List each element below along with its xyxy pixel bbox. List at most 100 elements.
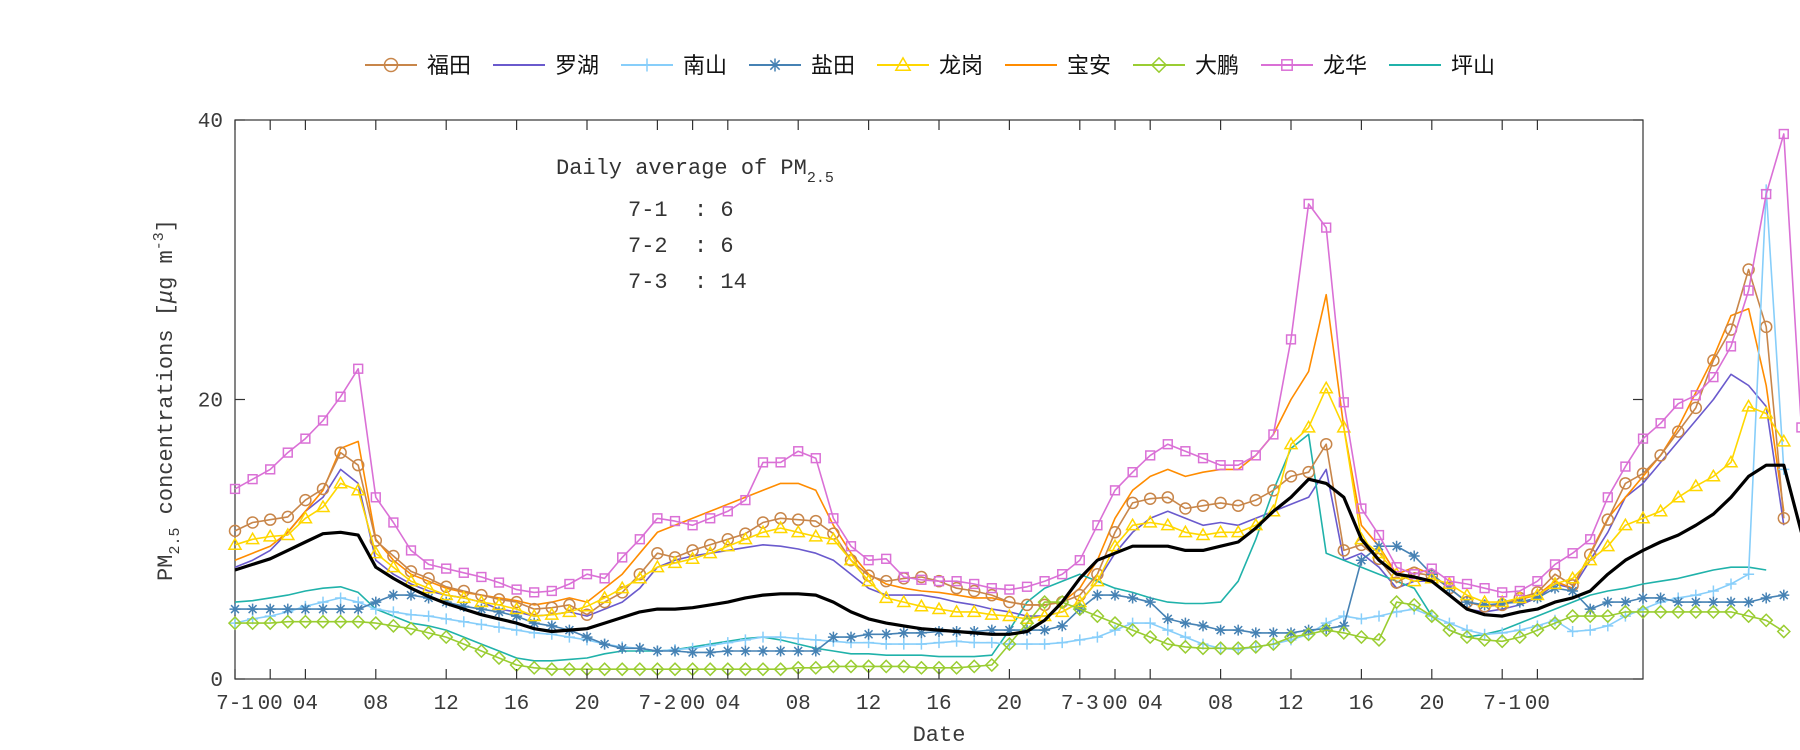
series-0-point <box>281 510 295 524</box>
series-7-point <box>1796 422 1800 433</box>
series-3-point <box>739 645 751 657</box>
series-3-point <box>511 610 523 622</box>
series-0-point <box>1143 492 1157 505</box>
series-3-point <box>352 603 364 615</box>
series-7-point <box>493 577 505 588</box>
legend-label: 南山 <box>683 54 727 79</box>
series-3-point <box>722 645 734 657</box>
series-line-6 <box>235 601 1785 671</box>
series-4-point <box>702 545 718 559</box>
series-4-point <box>755 524 771 538</box>
series-4-point <box>896 594 912 608</box>
series-3-point <box>986 624 998 636</box>
series-6-point <box>298 614 313 629</box>
series-7-point <box>317 415 329 426</box>
series-7-point <box>282 447 293 458</box>
series-2-point <box>1162 624 1174 636</box>
series-2-point <box>405 609 417 621</box>
legend-marker <box>1150 56 1168 74</box>
legend-marker <box>1281 59 1293 71</box>
legend-label: 龙华 <box>1323 54 1367 79</box>
series-6-point <box>1143 629 1158 645</box>
series-4-point <box>1406 573 1422 587</box>
series-3-point <box>704 646 716 658</box>
series-3-point <box>264 603 276 615</box>
series-0-point <box>1601 513 1615 526</box>
series-7-point <box>1074 555 1085 566</box>
series-4-point <box>562 604 577 618</box>
series-6-point <box>879 659 894 674</box>
series-0-point <box>915 570 928 584</box>
series-7-point <box>828 513 839 524</box>
series-3-point <box>599 638 611 650</box>
series-3-point <box>1408 550 1420 562</box>
series-0-point <box>351 458 365 472</box>
series-2-point <box>1373 610 1385 622</box>
series-6-point <box>1653 604 1668 620</box>
series-3-point <box>475 603 487 615</box>
x-tick-label: 08 <box>1208 693 1233 716</box>
y-tick-label: 40 <box>198 111 223 134</box>
series-6-point <box>1600 609 1615 624</box>
series-6-point <box>773 662 788 677</box>
series-2-point <box>968 637 980 649</box>
series-6-point <box>1002 636 1017 652</box>
series-4-point <box>1565 570 1580 584</box>
series-4-point <box>1213 524 1228 538</box>
series-6-point <box>1512 629 1527 645</box>
y-tick-label: 20 <box>198 391 223 414</box>
series-4-point <box>491 597 507 611</box>
series-3-point <box>1496 598 1508 610</box>
series-0-point <box>475 588 488 602</box>
series-3-point <box>1707 596 1719 608</box>
legend-marker <box>383 57 399 73</box>
series-6-point <box>984 657 999 673</box>
series-0-point <box>967 584 981 598</box>
series-3-point <box>1091 589 1103 601</box>
series-3-point <box>1285 627 1297 639</box>
series-7-point <box>1233 460 1244 471</box>
series-7-point <box>546 585 557 597</box>
series-2-point <box>792 632 804 644</box>
series-7-point <box>1162 439 1173 450</box>
legend-item: 宝安 <box>1005 54 1111 79</box>
series-6-point <box>474 643 489 659</box>
x-tick-label: 7-3 <box>1061 693 1099 716</box>
series-7-point <box>933 576 945 587</box>
x-tick-label: 12 <box>1278 693 1303 716</box>
series-2-point <box>1144 617 1156 629</box>
series-0-point <box>950 581 963 595</box>
series-7-point <box>405 545 417 556</box>
series-4-point <box>509 601 524 615</box>
series-2-point <box>1074 634 1086 646</box>
series-3-point <box>1567 585 1579 597</box>
series-0-point <box>510 595 523 609</box>
series-4-point <box>1582 552 1598 566</box>
series-7-point <box>581 569 593 580</box>
series-4-point <box>1618 517 1633 531</box>
series-7-point <box>476 571 487 583</box>
series-7-point <box>599 573 610 584</box>
series-6-point <box>615 662 630 677</box>
series-3-point <box>247 603 259 615</box>
series-3-point <box>1232 624 1244 636</box>
series-6-point <box>544 662 559 677</box>
series-3-point <box>1320 623 1332 635</box>
annotation-line-7-3: 7-3 : 14 <box>628 270 747 295</box>
series-6-point <box>1530 622 1545 638</box>
series-2-point <box>775 631 787 643</box>
series-3-point <box>669 645 681 657</box>
series-6-point <box>1248 639 1263 654</box>
series-4-point <box>1600 538 1616 552</box>
series-6-point <box>1125 622 1140 638</box>
series-0-point <box>1249 493 1263 507</box>
series-4-point <box>1688 478 1704 492</box>
annotation-title: Daily average of PM2.5 <box>556 156 834 187</box>
series-4-point <box>720 538 736 552</box>
series-2-point <box>951 635 963 647</box>
series-3-point <box>493 606 505 618</box>
series-3-point <box>863 628 875 640</box>
series-7-point <box>229 483 241 495</box>
series-4-point <box>632 570 648 584</box>
series-0-point <box>563 598 576 612</box>
